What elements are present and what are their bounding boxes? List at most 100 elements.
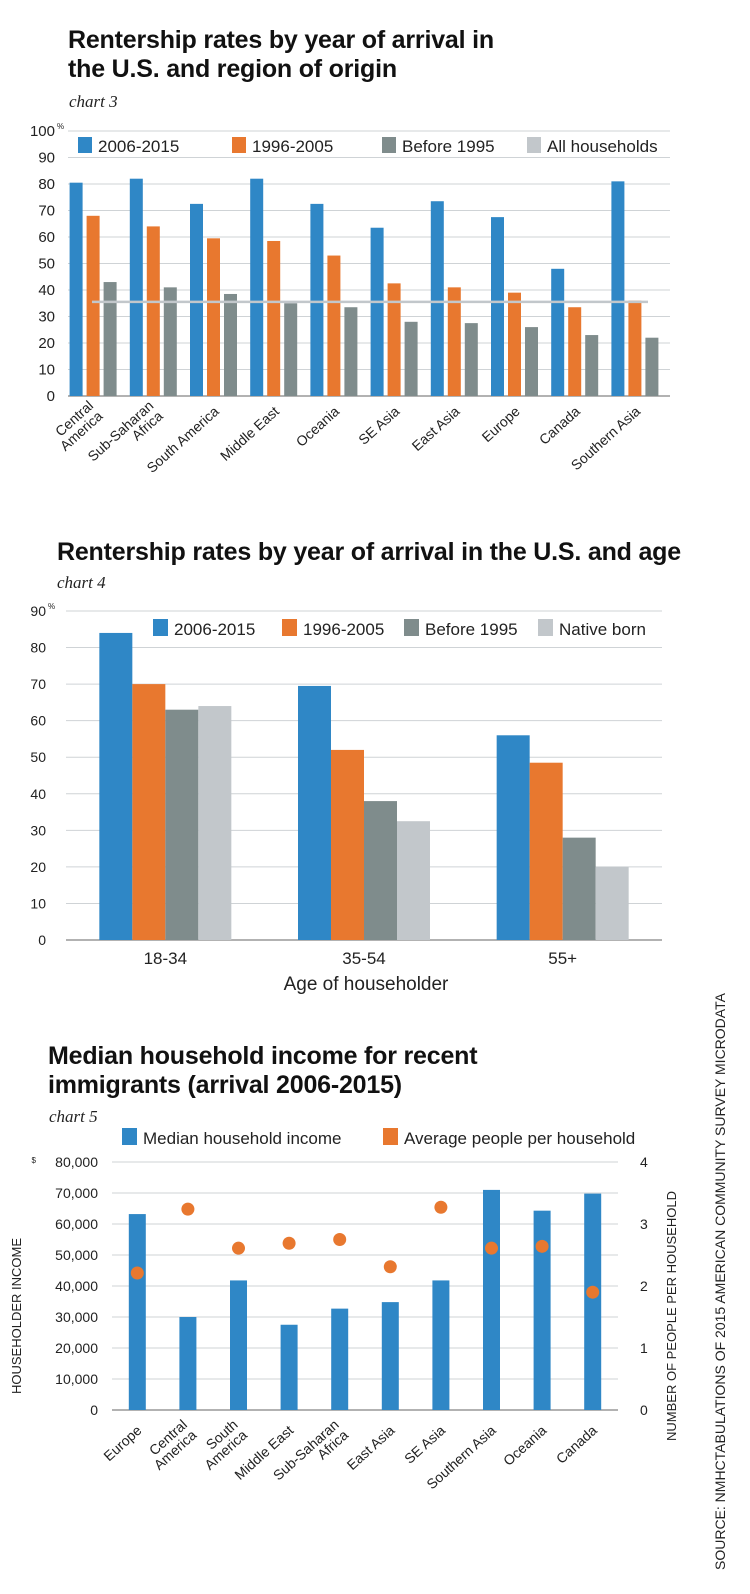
legend-label: 1996-2005 [303,620,384,639]
bar [224,293,237,396]
legend-swatch [404,619,419,636]
x-tick-label-line: Europe [100,1422,144,1464]
y-tick-label: 80 [38,176,55,193]
y2-axis-title: NUMBER OF PEOPLE PER HOUSEHOLD [664,1191,679,1441]
y-tick-label: 0 [47,388,55,405]
chart5-plot: 0 10,000 20,000 30,000 40,000 50,000 60,000 70,… [9,1128,679,1492]
y-axis-title: HOUSEHOLDER INCOME [9,1238,24,1394]
bar [525,327,538,396]
y2-tick-label: 4 [640,1154,648,1170]
bar [103,282,117,396]
bar [190,203,203,396]
bar [370,227,384,396]
bar [585,335,599,396]
bar [310,203,324,396]
legend-swatch [527,137,541,153]
y-tick-label: 70 [30,676,46,692]
x-tick-label-line: SE Asia [401,1422,448,1467]
y-tick-label: 0 [90,1402,98,1418]
scatter-point [333,1233,347,1246]
legend-label: 1996-2005 [252,137,333,156]
legend-swatch [232,137,246,153]
bar [179,1317,197,1410]
legend-label: 2006-2015 [174,620,255,639]
x-tick-label-line: Europe [479,403,523,445]
legend-swatch [282,619,297,636]
bar [344,307,358,396]
scatter-point [383,1260,397,1274]
chart5-subtitle: chart 5 [49,1107,98,1126]
x-tick-label: Europe [100,1422,144,1464]
y2-tick-label: 1 [640,1340,648,1356]
scatter-point [535,1239,549,1253]
y-tick-label: 50,000 [55,1247,98,1263]
bar [397,821,430,940]
bar [128,1214,146,1410]
legend-swatch [153,619,168,636]
x-tick-label: Europe [479,403,523,445]
legend-label: Before 1995 [425,620,518,639]
bar [86,215,100,396]
y-tick-label: 80,000 [55,1154,98,1170]
bar [645,337,659,396]
bar [364,801,397,940]
bar [491,217,504,396]
legend-label: All households [547,137,658,156]
scatter-point [130,1266,144,1280]
x-tick-label: Middle East [217,403,282,464]
bar [595,866,629,940]
bar [207,238,220,396]
y-unit-label: % [48,602,55,611]
scatter-point [181,1202,195,1216]
legend-swatch [383,1128,398,1145]
bar [280,1324,298,1410]
chart4-subtitle: chart 4 [57,573,106,592]
x-tick-label-line: Canada [536,403,583,448]
legend-swatch [122,1128,137,1145]
bar [551,268,565,396]
bar [483,1189,500,1410]
chart5-title: Median household income for recent immig… [48,1042,478,1099]
scatter-point [282,1236,296,1250]
scatter-point [586,1285,600,1299]
bar [298,685,331,940]
bar [464,323,478,396]
y-tick-label: 0 [38,932,46,948]
y-tick-label: 10 [38,362,55,379]
y-tick-label: 60 [30,713,46,729]
y2-tick-label: 3 [640,1216,648,1232]
x-tick-label: SE Asia [401,1422,448,1467]
y-tick-label: 50 [30,749,46,765]
bar [230,1280,247,1410]
source-note: SOURCE: NMHCTABULATIONS OF 2015 AMERICAN… [712,993,728,1570]
bar [284,303,298,396]
y-tick-label: 90 [30,603,46,619]
y-tick-label: 10 [30,895,46,911]
bar [562,837,596,940]
y2-tick-label: 2 [640,1278,648,1294]
y-tick-label: 50 [38,256,55,273]
x-axis-title: Age of householder [284,974,449,995]
x-tick-label: SE Asia [355,403,402,448]
bar [381,1302,399,1410]
bar [331,749,364,940]
chart4-plot: 0 10 20 30 40 50 60 70 80 90 % 18-34 35-54 55+ Age of … [30,602,662,995]
x-tick-label-line: SE Asia [355,403,402,448]
bar [508,292,521,396]
x-tick-label: CentralAmerica [141,1416,199,1473]
y-tick-label: 20,000 [55,1340,98,1356]
y-tick-label: 20 [30,859,46,875]
bar [99,632,133,940]
y-tick-label: 80 [30,640,46,656]
y-unit-label: % [57,122,64,131]
bar [628,300,642,396]
x-tick-label-line: Oceania [500,1422,550,1469]
x-tick-label: Canada [553,1422,600,1467]
x-tick-label: 35-54 [342,949,385,968]
x-tick-label-line: Oceania [293,403,343,450]
bar [198,706,232,940]
x-tick-label-line: Canada [553,1422,600,1467]
x-tick-label-line: East Asia [343,1422,397,1473]
y-tick-label: 20 [38,335,55,352]
